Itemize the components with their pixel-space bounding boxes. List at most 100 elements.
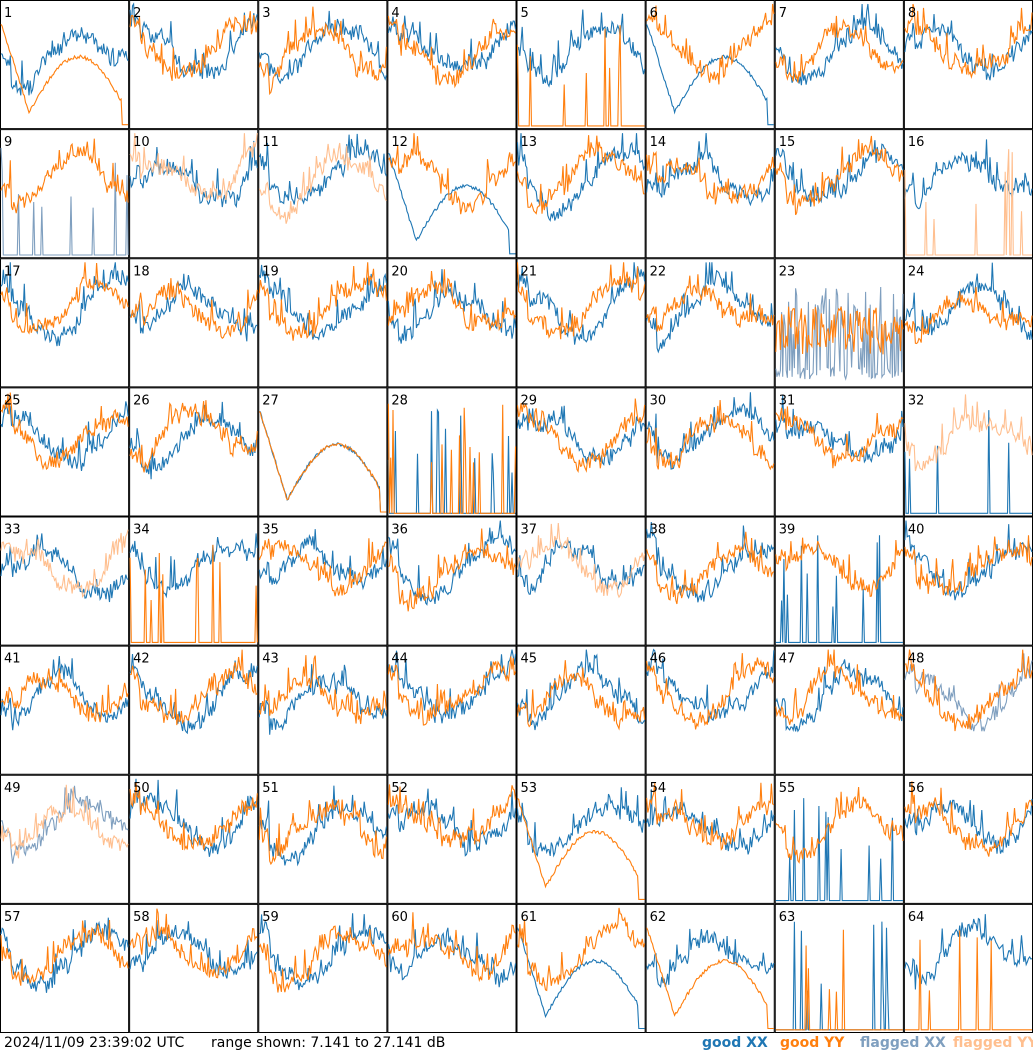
- panel-label: 59: [262, 910, 279, 925]
- yy-line: [517, 798, 645, 900]
- spectrum-panel-35: 35: [258, 516, 388, 646]
- xx-line: [129, 273, 258, 342]
- spectrum-panel-33: 33: [0, 516, 130, 646]
- yy-line: [129, 544, 258, 643]
- spectrum-panel-40: 40: [903, 516, 1033, 646]
- xx-line: [904, 914, 1033, 990]
- yy-line: [904, 535, 1033, 596]
- spectrum-panel-49: 49: [0, 774, 130, 904]
- panel-frame: [516, 774, 646, 904]
- yy-line: [258, 925, 387, 993]
- panel-frame: [516, 0, 646, 130]
- yy-line: [129, 400, 258, 473]
- panel-label: 16: [908, 135, 925, 150]
- yy-line: [387, 15, 516, 89]
- spectrum-panel-7: 7: [774, 0, 904, 130]
- spectrum-panel-48: 48: [903, 645, 1033, 775]
- panel-frame: [516, 258, 646, 388]
- xx-line: [646, 262, 775, 354]
- spectrum-panel-5: 5: [516, 0, 646, 130]
- xx-line: [646, 648, 775, 723]
- panel-label: 33: [4, 523, 21, 538]
- panel-frame: [645, 516, 775, 646]
- panel-frame: [645, 903, 775, 1033]
- yy-line: [646, 3, 775, 85]
- panel-label: 60: [391, 910, 408, 925]
- spectrum-panel-62: 62: [645, 903, 775, 1033]
- xx-line: [387, 15, 517, 73]
- xx-line: [775, 798, 903, 902]
- panel-frame: [645, 0, 775, 130]
- yy-line: [516, 660, 646, 731]
- yy-line: [0, 919, 129, 986]
- xx-line: [775, 535, 903, 643]
- legend-good-xx: good XX: [702, 1035, 768, 1051]
- panel-label: 36: [391, 523, 408, 538]
- panel-label: 4: [391, 6, 399, 21]
- yy-line: [775, 406, 904, 469]
- spectrum-panel-55: 55: [774, 774, 904, 904]
- yy-line: [258, 538, 387, 597]
- spectrum-panel-51: 51: [258, 774, 388, 904]
- panel-label: 39: [779, 523, 796, 538]
- xx-line: [258, 264, 387, 341]
- spectrum-panel-54: 54: [645, 774, 775, 904]
- spectrum-panel-41: 41: [0, 645, 130, 775]
- spectrum-panel-8: 8: [903, 0, 1033, 130]
- yy-line: [0, 668, 129, 723]
- panel-label: 57: [4, 910, 21, 925]
- spectrum-panel-25: 25: [0, 387, 130, 517]
- yy-line: [646, 531, 775, 605]
- panel-label: 22: [650, 264, 667, 279]
- yy-line: [130, 278, 258, 339]
- panel-label: 1: [4, 6, 12, 21]
- xx-line: [0, 401, 129, 471]
- yy-line: [775, 786, 904, 864]
- spectrum-panel-9: 9: [0, 129, 130, 259]
- panel-label: 19: [262, 264, 279, 279]
- yy-line: [516, 907, 646, 992]
- panel-label: 38: [650, 523, 667, 538]
- spectrum-panel-18: 18: [129, 258, 259, 388]
- panel-label: 53: [521, 781, 538, 796]
- spectrum-panel-15: 15: [774, 129, 904, 259]
- panel-label: 55: [779, 781, 796, 796]
- yy-line: [775, 537, 904, 597]
- panel-frame: [258, 0, 388, 130]
- spectrum-panel-59: 59: [258, 903, 388, 1033]
- timestamp: 2024/11/09 23:39:02 UTC: [4, 1035, 185, 1051]
- yy-line: [387, 912, 516, 983]
- yy-line: [258, 142, 387, 224]
- panel-label: 52: [391, 781, 408, 796]
- panel-frame: [258, 129, 388, 259]
- yy-line: [258, 262, 387, 341]
- spectrum-panel-6: 6: [645, 0, 775, 130]
- spectrum-panel-58: 58: [129, 903, 259, 1033]
- spectrum-panel-20: 20: [387, 258, 517, 388]
- panel-frame: [129, 903, 259, 1033]
- panel-label: 10: [133, 135, 150, 150]
- panel-label: 21: [521, 264, 538, 279]
- xx-line: [516, 262, 646, 345]
- yy-line: [904, 286, 1033, 345]
- yy-line: [388, 528, 516, 612]
- spectrum-panel-43: 43: [258, 645, 388, 775]
- spectrum-panel-11: 11: [258, 129, 388, 259]
- spectrum-panel-36: 36: [387, 516, 517, 646]
- xx-line: [775, 140, 904, 207]
- xx-line: [646, 24, 774, 126]
- panel-frame: [645, 387, 775, 517]
- spectrum-panel-21: 21: [516, 258, 646, 388]
- xx-line: [516, 649, 646, 731]
- yy-line: [904, 149, 1032, 256]
- xx-line: [0, 27, 129, 96]
- xx-line: [775, 286, 904, 381]
- panel-label: 3: [262, 6, 270, 21]
- yy-line: [258, 798, 387, 866]
- xx-line: [775, 3, 904, 86]
- yy-line: [0, 784, 129, 859]
- xx-line: [516, 9, 646, 88]
- panel-label: 46: [650, 652, 667, 667]
- xx-line: [0, 655, 129, 731]
- panel-frame: [258, 516, 388, 646]
